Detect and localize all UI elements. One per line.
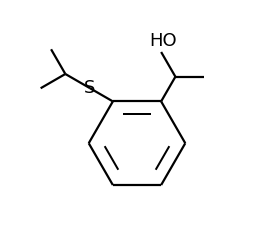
Text: S: S xyxy=(84,79,96,97)
Text: HO: HO xyxy=(150,32,177,50)
